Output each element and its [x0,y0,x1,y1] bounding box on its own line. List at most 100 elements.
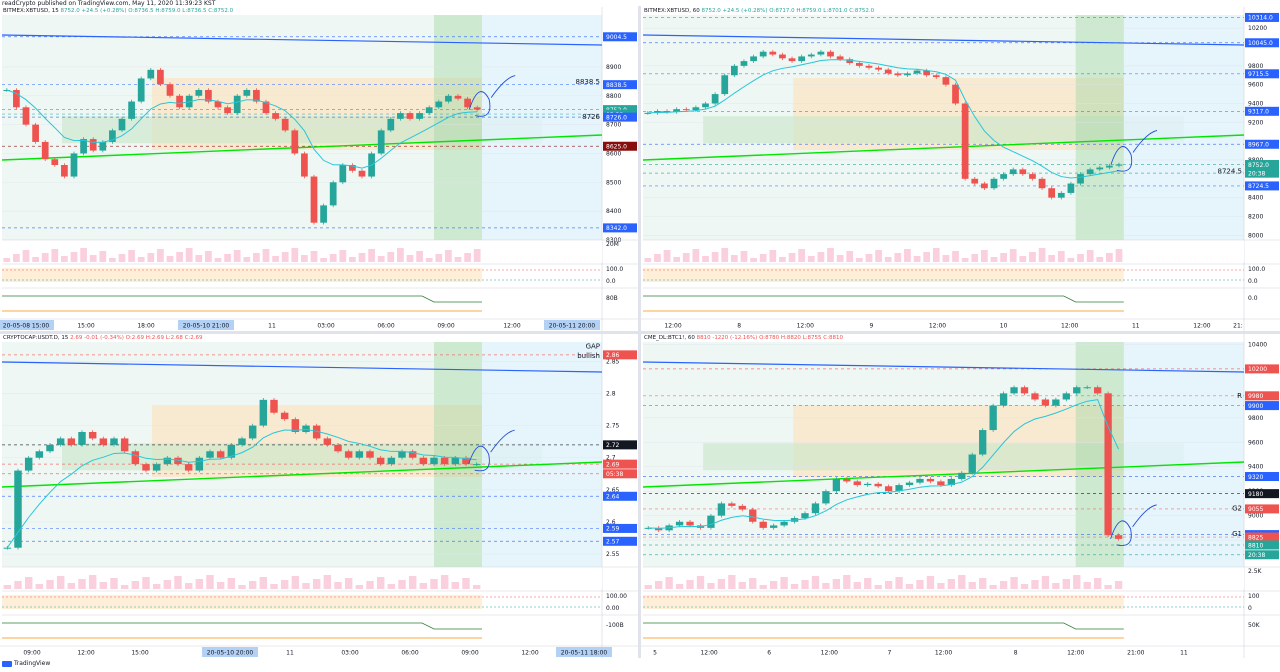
volume-bar [968,582,976,589]
volume-bar [272,256,279,262]
zone-highlight [1075,342,1124,567]
volume-bar [961,258,969,262]
volume-bar [1115,249,1123,262]
candle-body [22,107,30,125]
candle-body [61,165,68,177]
panel-title: BITMEX:XBTUSD, 15 8752.0 +24.5 (+0.28%) … [3,8,233,14]
candle-body [3,547,12,549]
candle-body [398,451,406,458]
candle-body [1104,393,1112,536]
indicator-axis-label: 100.00 [606,593,627,600]
volume-bar [654,254,661,262]
candle-body [445,95,452,102]
x-tick-label: 09:00 [437,323,454,330]
volume-bar [80,248,87,262]
time-tag-bg [556,647,612,657]
price-tag-label: 20:38 [1248,170,1265,177]
candle-body [740,61,748,66]
price-tag-bg [1245,472,1279,482]
symbol-label: BITMEX:XBTUSD, 60 [644,8,700,14]
x-tick-label: 12:00 [935,650,952,657]
volume-bar [1000,253,1007,262]
volume-bar [832,579,841,589]
price-tag-label: 2.57 [606,539,620,546]
volume-bar [185,248,193,262]
price-tag-bg [603,459,637,469]
chart-panel-xbtusd-60[interactable]: BITMEX:XBTUSD, 60 8752.0 +24.5 (+0.28%) … [641,7,1280,331]
volume-bar [682,253,690,262]
candle-body [999,393,1008,406]
zone-highlight [1075,15,1124,240]
change: +24.5 (+0.28%) [722,8,768,14]
volume-bar [131,581,140,589]
candle-body [913,70,921,74]
candle-body [730,65,738,76]
price-tag-label: 2.69 [606,461,620,468]
candle-body [1057,192,1065,198]
volume-bar [184,583,193,589]
volume-bar [865,254,873,262]
candle-body [253,90,260,102]
volume-bar [451,582,460,589]
candle-body [120,438,129,452]
candle-body [329,182,337,206]
zone-future [482,15,602,240]
y-tick-label: 9400 [1248,100,1263,107]
candle-body [408,451,417,458]
volume-bar [942,255,950,262]
candle-body [137,78,145,102]
volume-bar [884,257,892,262]
candle-body [1086,169,1094,175]
price-tag-label: 9980 [1248,393,1263,400]
chart-panel-usdt-dominance[interactable]: CRYPTOCAP:USDT.D, 15 2.69 -0.01 (-0.34%)… [0,334,638,658]
candle-body [243,90,251,96]
annotation-label: GAP [586,343,600,351]
volume-bar [376,577,385,589]
volume-bar [663,250,671,262]
candle-body [853,481,861,486]
candle-body [323,438,332,445]
volume-bar [430,579,438,589]
x-tick-label: 5 [653,650,657,657]
x-tick-label: 18:00 [137,323,154,330]
volume-bar [120,585,129,589]
chart-panel-cme-btc1[interactable]: CME_DL:BTC1!, 60 8810 -1220 (-12.16%) O:… [641,334,1280,658]
candle-body [905,482,914,486]
price-tag-label: 9715.5 [1248,71,1269,78]
volume-bar [46,580,54,589]
volume-bar [686,580,694,589]
price-tag-bg [1245,12,1279,22]
volume-bar [1073,575,1081,589]
chart-panel-xbtusd-15[interactable]: BITMEX:XBTUSD, 15 8752.0 +24.5 (+0.28%) … [0,7,638,331]
price-tag-label: 8752.0 [1248,162,1269,169]
volume-bar [780,577,788,589]
price-tag-label: 8342.0 [606,225,627,232]
candle-body [473,107,481,110]
candle-body [968,454,976,473]
candle-body [673,109,681,112]
volume-bar [904,249,911,262]
volume-bar [445,250,452,262]
volume-bar [142,577,150,589]
price-tag-bg [1245,489,1279,499]
volume-bar [836,255,844,262]
candle-body [462,457,470,465]
time-tag-bg [544,320,600,330]
y-tick-label: 8600 [606,150,621,157]
price-tag-label: 8825 [1248,534,1263,541]
volume-bar [1057,251,1065,262]
price-tag-label: 10200 [1248,366,1267,373]
volume-bar [1009,249,1017,262]
x-tick-label: 06:00 [401,650,418,657]
y-tick-label: 9800 [1248,415,1263,422]
candle-body [855,63,863,66]
volume-pane [643,567,1244,589]
panel-divider-horizontal[interactable] [0,331,1280,334]
price-tag-bg [1245,69,1279,79]
candle-body [227,444,236,458]
volume-bar [923,252,931,262]
annotation-label: 8724.5 [1218,167,1243,175]
candle-body [152,464,161,471]
volume-bar [24,577,33,589]
indicator2-axis-label: -100B [606,622,624,629]
